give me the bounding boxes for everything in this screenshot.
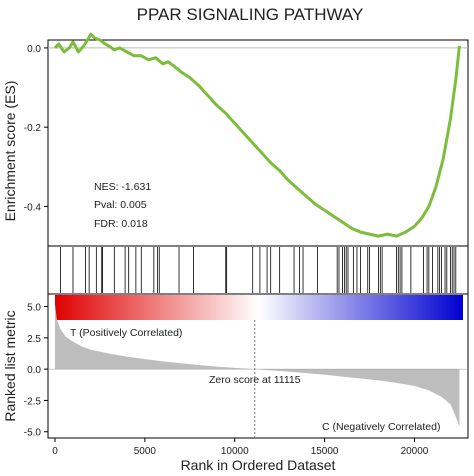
ranked-y-tick-label: 5.0 bbox=[27, 303, 41, 314]
ranked-panel-frame bbox=[47, 293, 469, 439]
x-tick-label: 20000 bbox=[401, 446, 429, 457]
pval-annotation: Pval: 0.005 bbox=[94, 199, 147, 211]
es-panel-frame bbox=[47, 39, 469, 247]
hits-panel-frame bbox=[47, 245, 469, 295]
x-axis-label: Rank in Ordered Dataset bbox=[181, 457, 336, 473]
es-y-tick-label: -0.4 bbox=[24, 202, 42, 213]
ranked-y-tick-label: 2.5 bbox=[27, 334, 41, 345]
nes-annotation: NES: -1.631 bbox=[94, 181, 151, 193]
hit-markers bbox=[59, 247, 457, 293]
ranked-y-axis: 5.0 2.5 0.0 -2.5 -5.0 bbox=[24, 303, 48, 439]
positive-correlation-label: T (Positively Correlated) bbox=[70, 327, 182, 339]
x-tick-label: 15000 bbox=[311, 446, 339, 457]
es-y-axis: 0.0 -0.2 -0.4 bbox=[24, 44, 48, 213]
es-y-tick-label: 0.0 bbox=[27, 44, 41, 55]
fdr-annotation: FDR: 0.018 bbox=[94, 218, 148, 230]
ranked-y-tick-label: -5.0 bbox=[24, 428, 42, 439]
x-tick-label: 10000 bbox=[221, 446, 249, 457]
ranked-y-tick-label: 0.0 bbox=[27, 365, 41, 376]
zero-score-label: Zero score at 11115 bbox=[209, 374, 301, 386]
x-axis: 0 5000 10000 15000 20000 bbox=[52, 438, 429, 457]
es-series-line bbox=[53, 32, 461, 238]
x-tick-label: 5000 bbox=[134, 446, 157, 457]
es-y-axis-label: Enrichment score (ES) bbox=[2, 81, 18, 222]
es-y-tick-label: -0.2 bbox=[24, 123, 42, 134]
negative-correlation-label: C (Negatively Correlated) bbox=[322, 421, 440, 433]
ranked-y-tick-label: -2.5 bbox=[24, 396, 42, 407]
correlation-gradient-bar bbox=[55, 295, 463, 320]
chart-title: PPAR SIGNALING PATHWAY bbox=[137, 5, 364, 24]
x-tick-label: 0 bbox=[52, 446, 58, 457]
ranked-y-axis-label: Ranked list metric bbox=[2, 310, 18, 421]
ranked-metric-area bbox=[55, 304, 460, 427]
